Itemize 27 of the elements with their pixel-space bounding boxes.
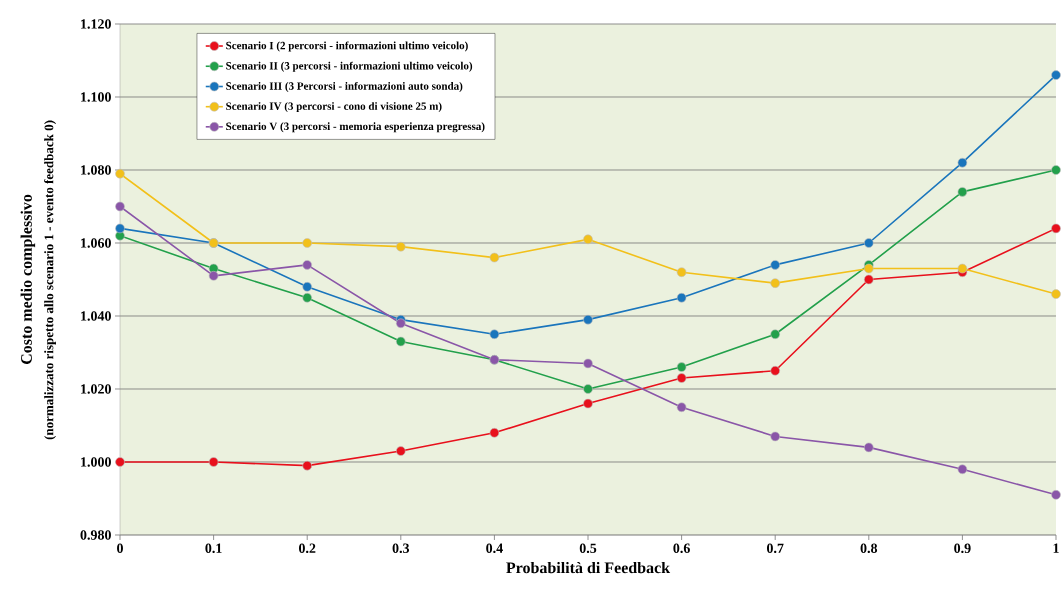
y-tick-label: 1.020: [81, 384, 111, 394]
x-tick-label: 0.6: [673, 543, 690, 554]
y-tick-label: 1.060: [81, 238, 111, 248]
x-tick-label: 0: [117, 543, 123, 553]
x-tick-label: 0.1: [205, 543, 222, 554]
x-tick-label: 0.4: [486, 543, 503, 554]
y-tick-label: 1.080: [81, 165, 111, 175]
legend-label: Scenario V (3 percorsi - memoria esperienza pregressa): [226, 122, 485, 133]
legend-label: Scenario III (3 Percorsi - informazioni auto sonda): [226, 81, 463, 92]
x-axis-title: Probabilità di Feedback: [506, 561, 671, 574]
y-axis-title: Costo medio complessivo: [20, 194, 36, 365]
x-tick-label: 0.8: [860, 543, 878, 554]
text: (normalizzato rispetto allo scenario 1 - evento feedback 0): [44, 120, 56, 440]
x-tick-label: 0.5: [579, 543, 597, 554]
legend-label: Scenario I (2 percorsi - informazioni ultimo veicolo): [226, 41, 468, 52]
x-tick-label: 0.9: [954, 543, 971, 554]
y-tick-label: 1.100: [81, 92, 111, 102]
y-tick-label: 1.120: [81, 19, 111, 29]
x-tick-label: 1: [1053, 543, 1059, 553]
x-tick-label: 0.2: [298, 543, 316, 554]
legend-label: Scenario II (3 percorsi - informazioni ultimo veicolo): [226, 61, 473, 72]
y-tick-label: 1.000: [81, 457, 111, 467]
x-tick-label: 0.7: [766, 543, 784, 554]
legend-label: Scenario IV (3 percorsi - cono di visione 25 m): [226, 102, 442, 113]
y-tick-label: 0.980: [80, 530, 111, 540]
y-tick-label: 1.040: [81, 311, 111, 321]
x-tick-label: 0.3: [392, 543, 410, 554]
